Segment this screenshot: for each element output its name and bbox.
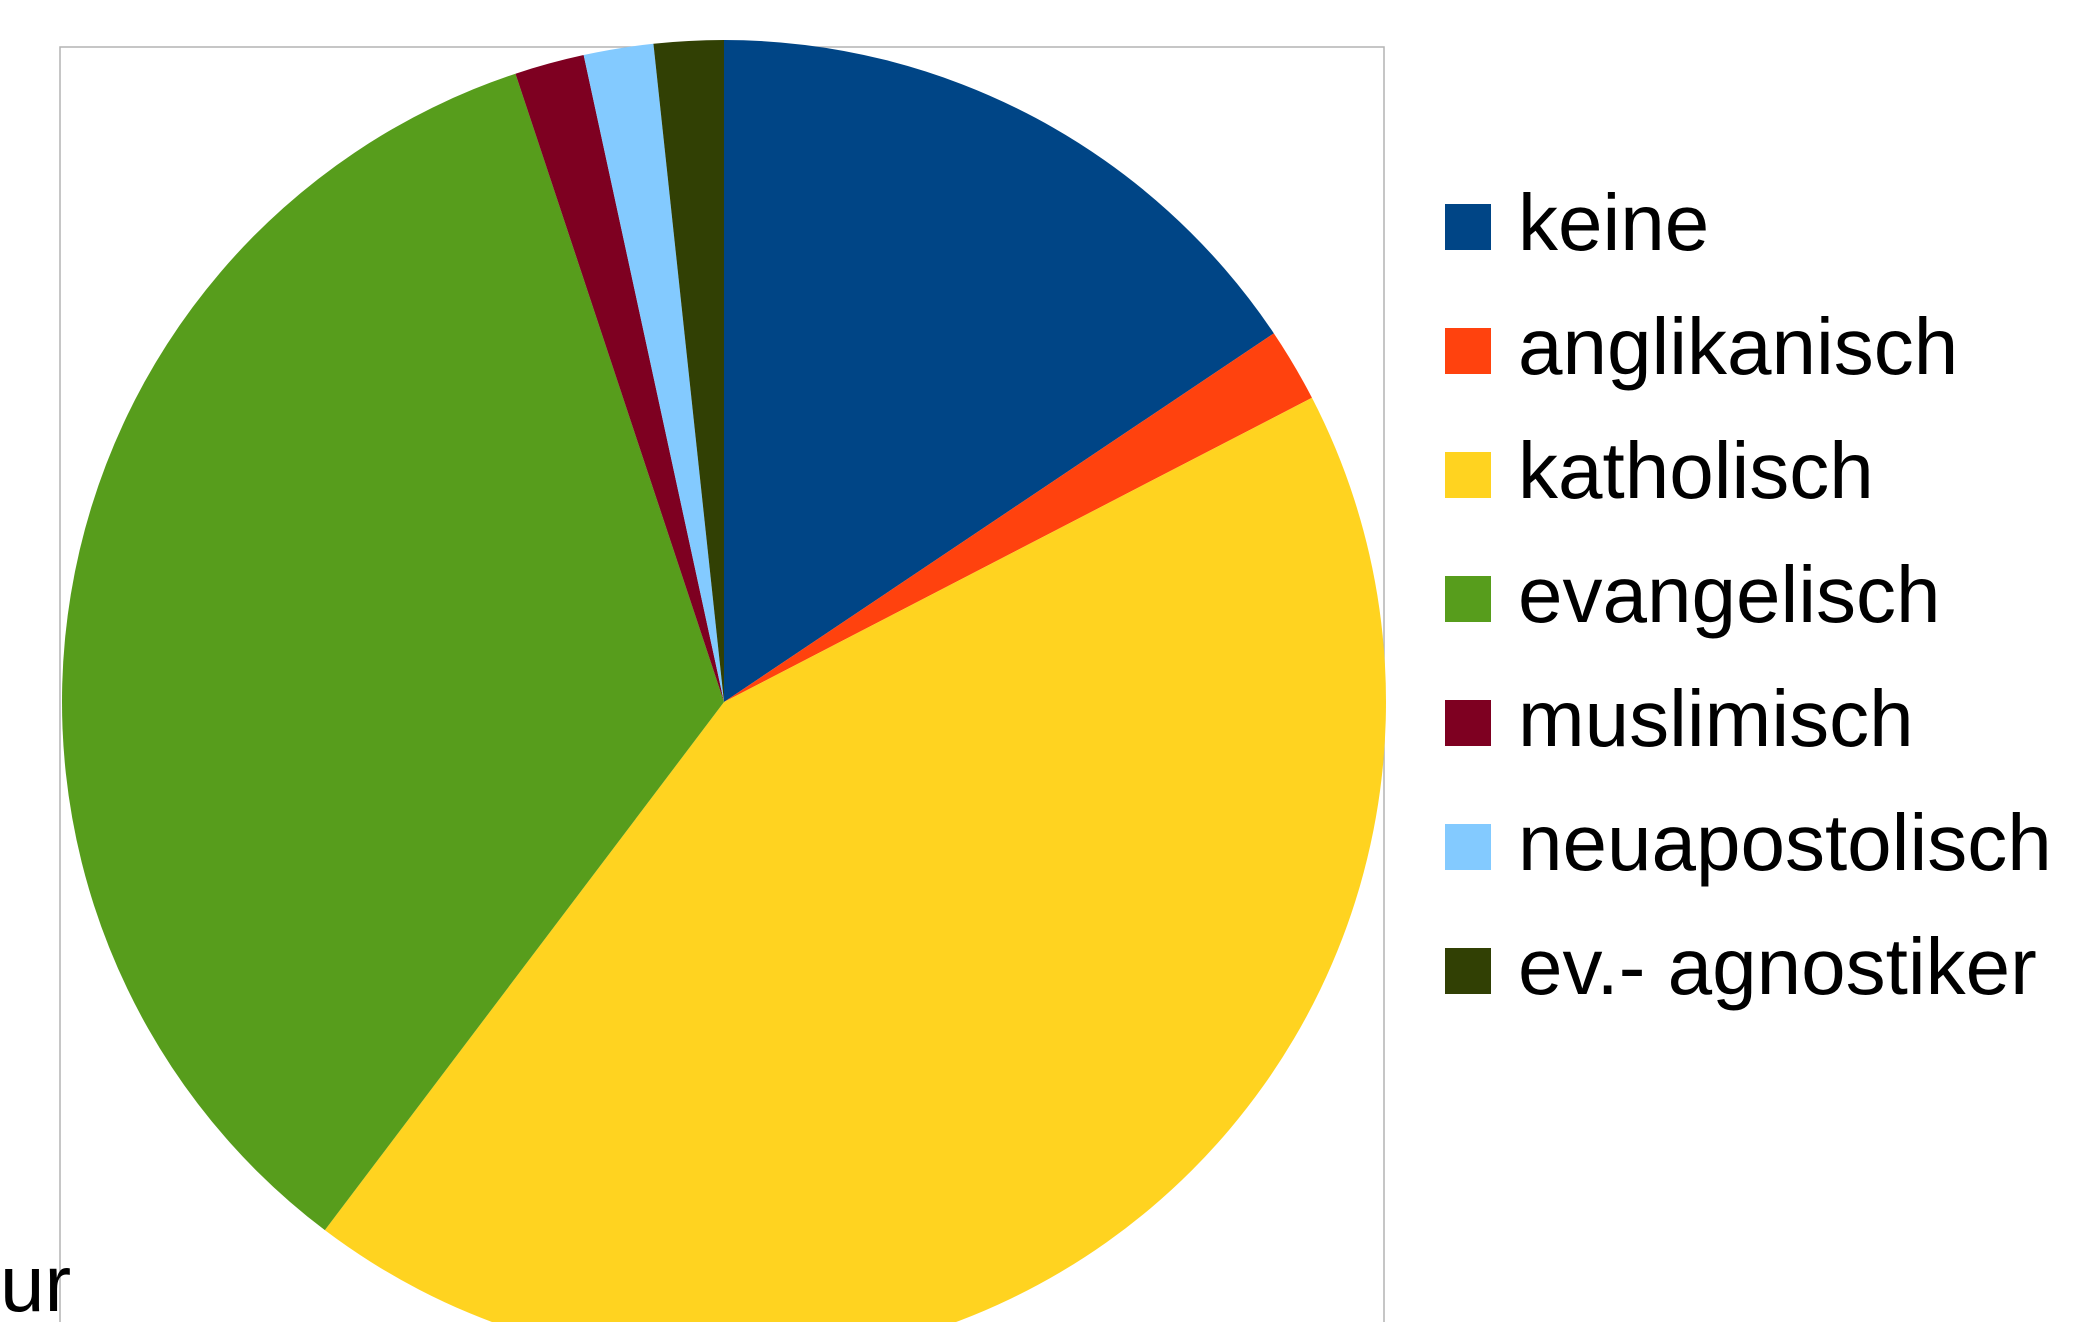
legend-swatch [1445, 452, 1491, 498]
pie-slice [583, 43, 724, 702]
legend-swatch [1445, 576, 1491, 622]
legend-label: evangelisch [1518, 550, 1941, 639]
pie-slice [62, 73, 725, 1231]
legend-label: muslimisch [1518, 674, 1914, 763]
pie-slice [724, 40, 1274, 702]
legend-label: keine [1518, 178, 1709, 267]
pie-slice [324, 397, 1387, 1322]
legend: keine anglikanisch katholisch evangelisch mu… [1445, 178, 2052, 1011]
legend-swatch [1445, 204, 1491, 250]
legend-label: neuapostolisch [1518, 798, 2052, 887]
pie [62, 40, 1387, 1322]
annotation: ur [0, 1239, 71, 1322]
pie-slice [653, 40, 724, 702]
legend-swatch [1445, 948, 1491, 994]
legend-label: katholisch [1518, 426, 1874, 515]
legend-label: ev.- agnostiker [1518, 922, 2037, 1011]
pie-slice [724, 333, 1312, 702]
pie-slice [515, 55, 724, 702]
legend-swatch [1445, 700, 1491, 746]
legend-label: anglikanisch [1518, 302, 1958, 391]
legend-swatch [1445, 328, 1491, 374]
legend-swatch [1445, 824, 1491, 870]
